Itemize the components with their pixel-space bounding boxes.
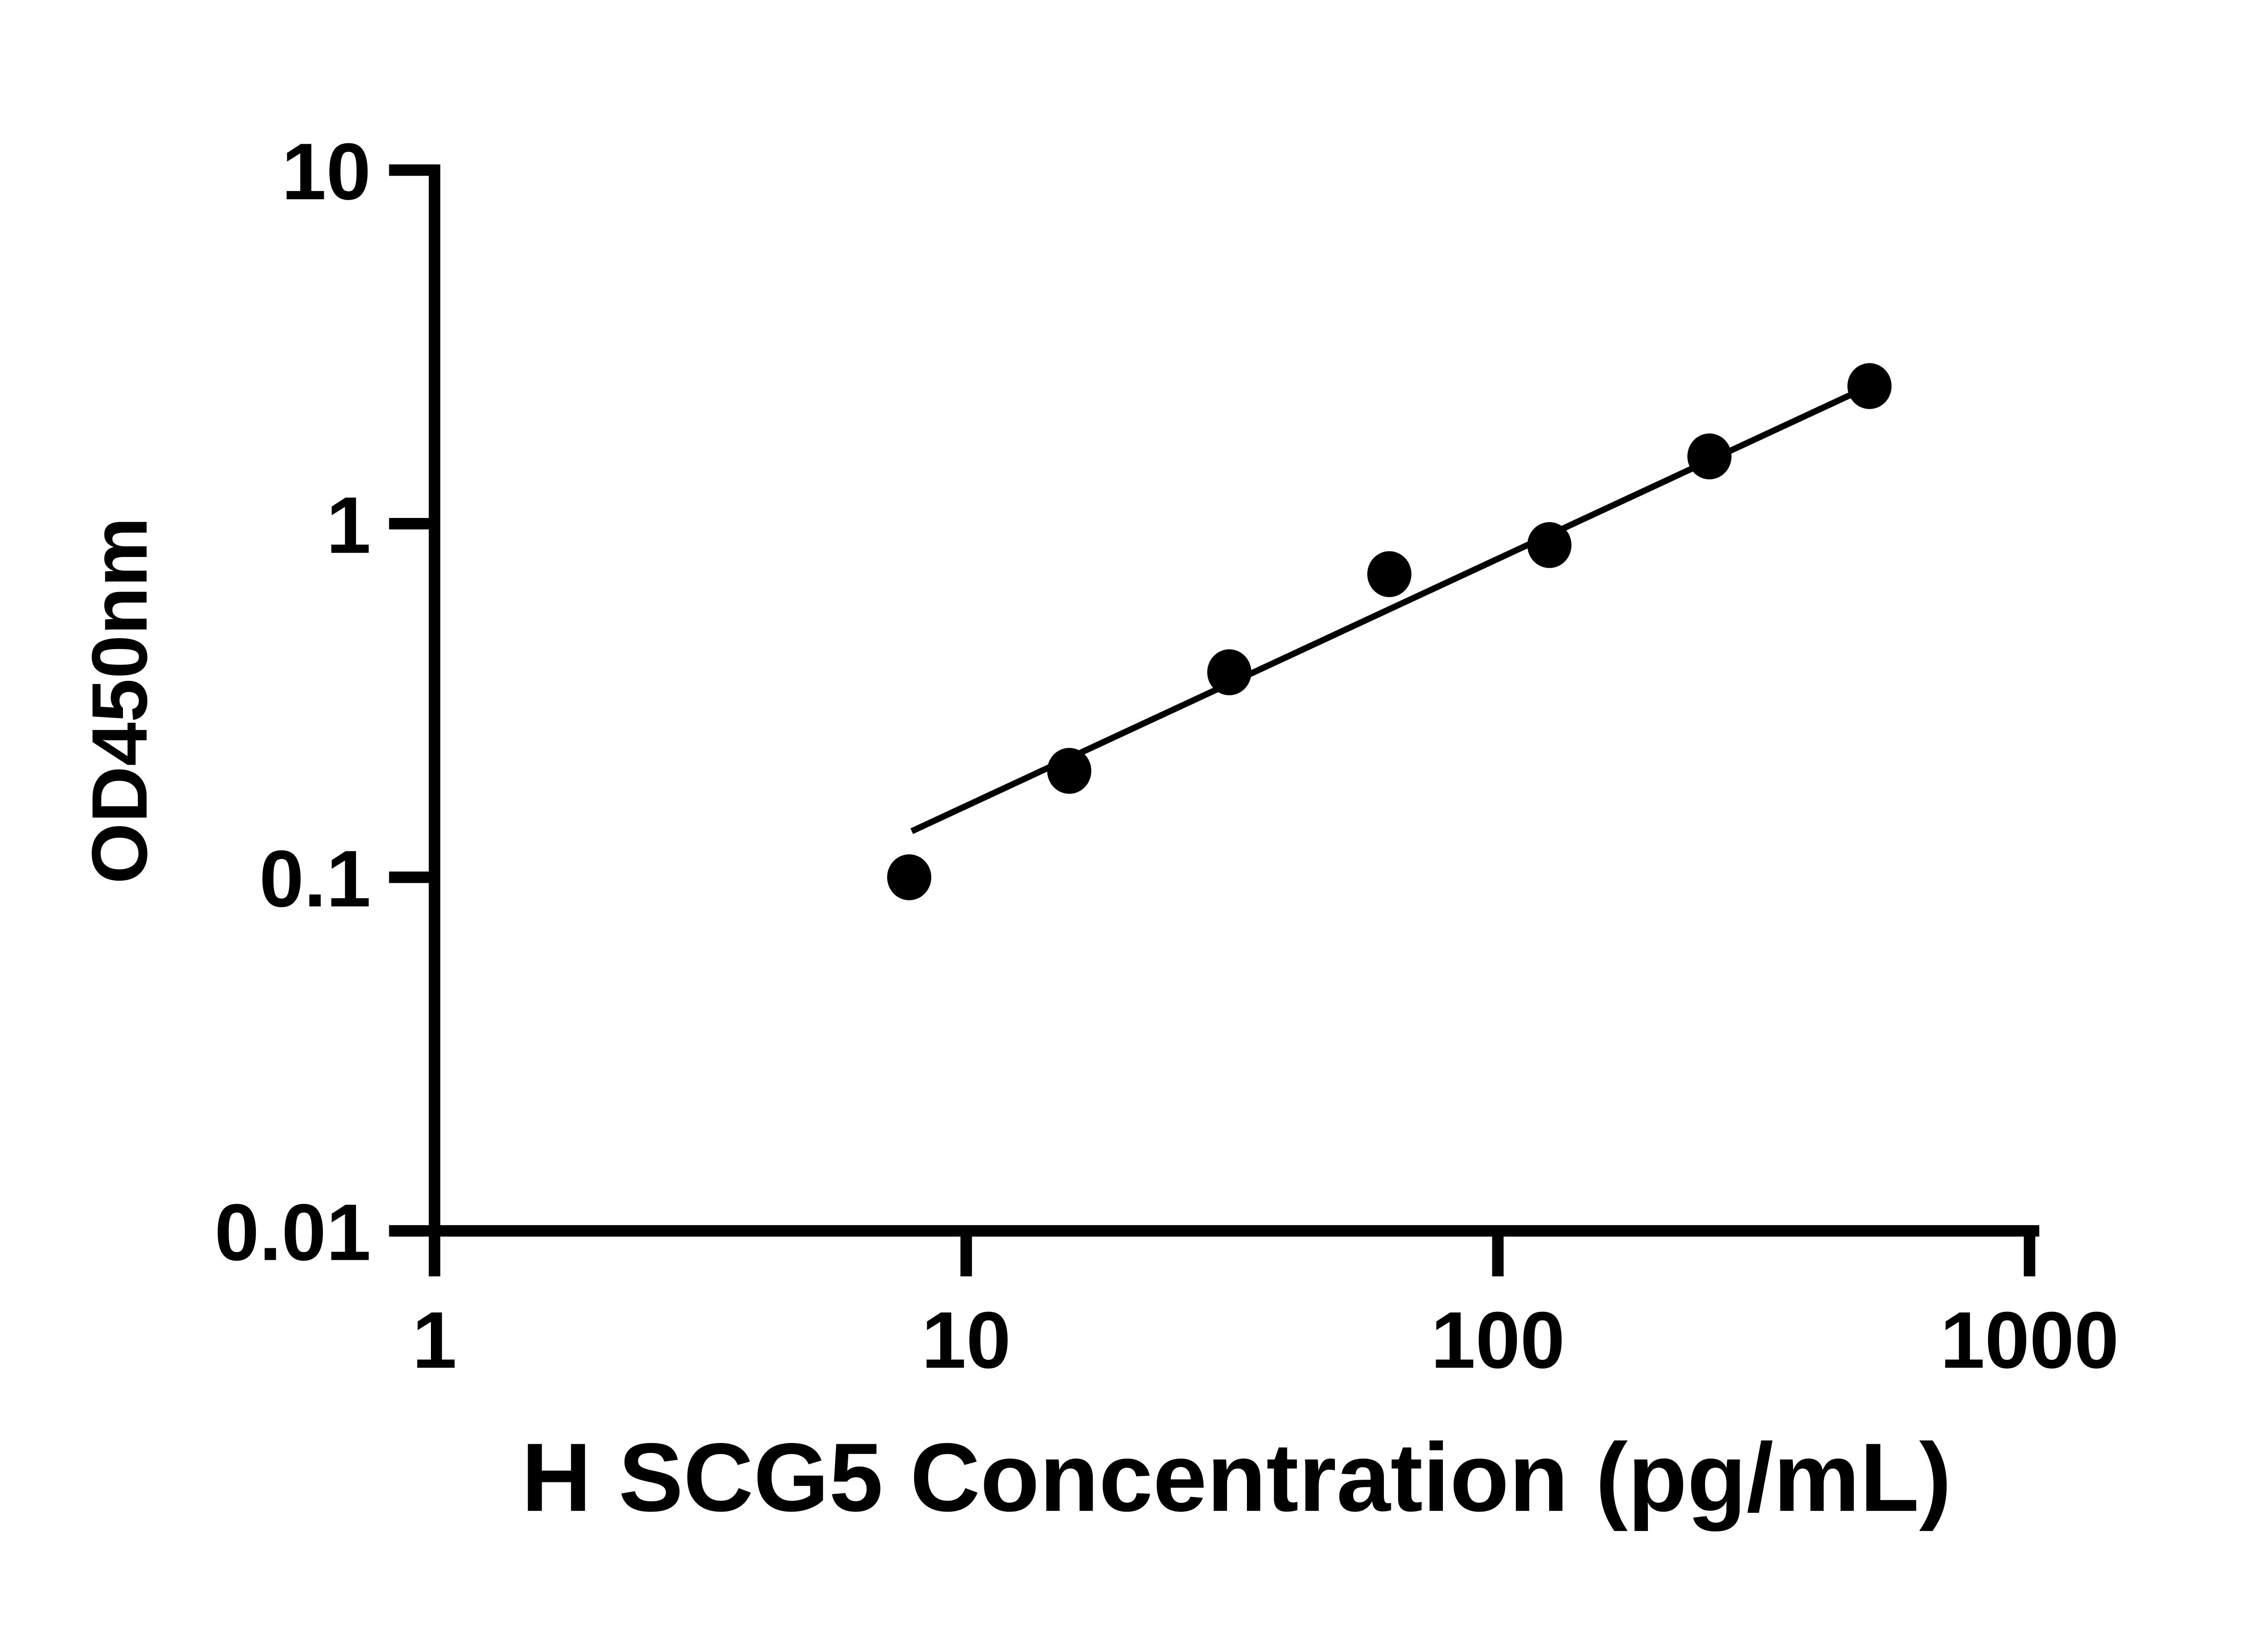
data-point	[1207, 649, 1251, 695]
x-tick-label: 10	[922, 1295, 1011, 1385]
y-axis-title: OD450nm	[75, 517, 163, 884]
y-tick-label: 10	[282, 127, 371, 216]
x-tick-label: 1000	[1940, 1295, 2119, 1385]
plot-canvas: 1 10 100 1000 0.01 0.1 1 10 H SCG5 Concentratio…	[0, 21, 2268, 1612]
data-point	[1687, 433, 1732, 479]
points-layer	[887, 363, 1892, 900]
tick-label-layer: 1 10 100 1000 0.01 0.1 1 10	[215, 127, 2119, 1385]
x-tick-label: 1	[412, 1295, 457, 1385]
y-tick-label: 0.01	[215, 1187, 371, 1277]
x-axis-title: H SCG5 Concentration (pg/mL)	[521, 1423, 1951, 1531]
axes-layer	[429, 164, 2039, 1237]
standard-curve-figure: 1 10 100 1000 0.01 0.1 1 10 H SCG5 Concentratio…	[0, 21, 2268, 1612]
data-point	[887, 854, 932, 900]
data-point	[1847, 363, 1892, 409]
data-point	[1047, 748, 1091, 794]
x-tick-label: 100	[1431, 1295, 1565, 1385]
ticks-layer	[389, 164, 2035, 1276]
y-tick-label: 1	[326, 480, 371, 570]
data-point	[1367, 551, 1412, 597]
y-tick-label: 0.1	[259, 834, 371, 924]
data-point	[1527, 522, 1572, 568]
